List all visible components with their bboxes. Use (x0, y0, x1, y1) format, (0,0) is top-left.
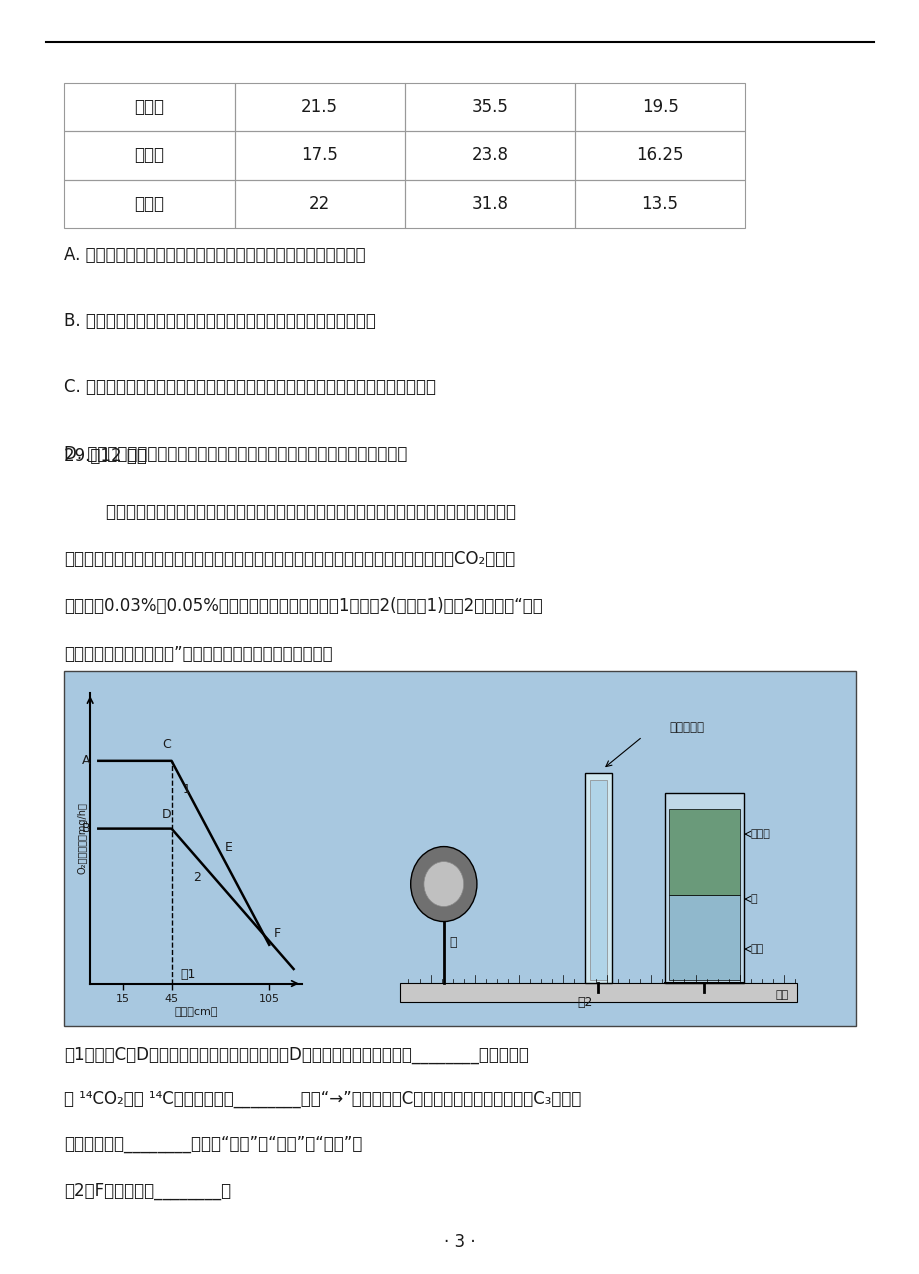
Text: 相同温度的培养液的试管中，以白炽台灯作为光源。移动台灯可改变光源与试管的距离；CO₂浓度分: 相同温度的培养液的试管中，以白炽台灯作为光源。移动台灯可改变光源与试管的距离；C… (64, 550, 515, 568)
Text: （1）比较C、D两点的光合作用速率，可见限制D点光合速率的主要因素是________，若充入的: （1）比较C、D两点的光合作用速率，可见限制D点光合速率的主要因素是______… (64, 1046, 528, 1064)
Text: C: C (162, 738, 171, 752)
Text: 图1: 图1 (180, 968, 196, 981)
Text: 是 ¹⁴CO₂，则 ¹⁴C的转移途径是________（用“→”表示），若C处突然关闭台灯，叶绻体中C₃的含量: 是 ¹⁴CO₂，则 ¹⁴C的转移途径是________（用“→”表示），若C处突… (64, 1091, 581, 1108)
Text: 19.5: 19.5 (641, 98, 678, 116)
Text: 盛水玻璃柱: 盛水玻璃柱 (668, 721, 703, 734)
Text: 17.5: 17.5 (301, 147, 338, 164)
Text: 丙群落: 丙群落 (134, 195, 165, 213)
Text: 21.5: 21.5 (301, 98, 338, 116)
Text: 水藻: 水藻 (750, 944, 763, 954)
Text: 29.（12 分）: 29.（12 分） (64, 447, 147, 465)
Bar (234, 131, 404, 180)
Text: 影响植物光合速率的因素”的实验装置图。请据图分析回答：: 影响植物光合速率的因素”的实验装置图。请据图分析回答： (64, 645, 333, 662)
Text: E: E (224, 841, 233, 855)
Text: 16.25: 16.25 (636, 147, 683, 164)
Bar (64, 131, 234, 180)
Bar (664, 792, 743, 982)
Text: 22: 22 (309, 195, 330, 213)
Bar (64, 671, 855, 1026)
Bar (584, 772, 611, 982)
Text: 甲群落: 甲群落 (134, 98, 165, 116)
Text: D. 可采用样方法进行调，分别对三个层次植被丰富度调查时样方大小要一致: D. 可采用样方法进行调，分别对三个层次植被丰富度调查时样方大小要一致 (64, 445, 407, 462)
Text: 31.8: 31.8 (471, 195, 508, 213)
Text: 35.5: 35.5 (471, 98, 508, 116)
Bar (234, 83, 404, 131)
Text: · 3 ·: · 3 · (444, 1233, 475, 1251)
Text: 1: 1 (183, 784, 190, 796)
Text: 23.8: 23.8 (471, 147, 508, 164)
Bar (668, 894, 739, 980)
Bar (574, 83, 744, 131)
Bar (64, 83, 234, 131)
Bar (404, 83, 574, 131)
Bar (64, 180, 234, 228)
Bar (668, 809, 739, 894)
Circle shape (424, 861, 463, 907)
Text: B. 乙群落植被丰富度最低，该群落的演替可能还没达到相对稳定阶段: B. 乙群落植被丰富度最低，该群落的演替可能还没达到相对稳定阶段 (64, 312, 376, 330)
Text: 乙群落: 乙群落 (134, 147, 165, 164)
Text: 灯: 灯 (448, 936, 456, 949)
Text: 直尺: 直尺 (774, 990, 788, 1000)
Text: 某实验小组用小球藻进行实验，探究影响光合速率的因素。他们将一定量的小球藻浸入适宜且: 某实验小组用小球藻进行实验，探究影响光合速率的因素。他们将一定量的小球藻浸入适宜… (64, 503, 516, 521)
Bar (234, 180, 404, 228)
Bar (574, 131, 744, 180)
Text: 水: 水 (750, 894, 756, 905)
Text: D: D (162, 808, 171, 822)
Bar (404, 180, 574, 228)
Text: 图2: 图2 (577, 996, 592, 1009)
Circle shape (410, 846, 476, 921)
Text: 将如何变化？________。（填“增加”、“减少”、“不变”）: 将如何变化？________。（填“增加”、“减少”、“不变”） (64, 1135, 362, 1153)
Text: A. 甲群落植被丰富度最高，一般情况下甲群落整体的丰富度也最高: A. 甲群落植被丰富度最高，一般情况下甲群落整体的丰富度也最高 (64, 246, 366, 264)
Text: 13.5: 13.5 (641, 195, 678, 213)
Text: B: B (82, 822, 90, 836)
Y-axis label: O₂释放速率（mg/h）: O₂释放速率（mg/h） (77, 803, 87, 874)
Text: 固定架: 固定架 (750, 829, 770, 840)
Text: C. 丙群落的草本层丰富度最低，可能因为该群落的乔木层和灌木层植被被更加茉密: C. 丙群落的草本层丰富度最低，可能因为该群落的乔木层和灌木层植被被更加茉密 (64, 378, 436, 396)
Text: F: F (274, 927, 281, 940)
Bar (399, 982, 796, 1001)
Bar (574, 180, 744, 228)
Text: （2）F点的含义是________。: （2）F点的含义是________。 (64, 1182, 232, 1200)
Bar (589, 780, 607, 980)
Bar (404, 131, 574, 180)
X-axis label: 距离（cm）: 距离（cm） (174, 1006, 218, 1017)
Text: 2: 2 (192, 870, 200, 884)
Text: 别设置为0.03%和0.05%，根据实验结果绘制成曲线1、曲线2(见下图1)。图2是某同学“探究: 别设置为0.03%和0.05%，根据实验结果绘制成曲线1、曲线2(见下图1)。图… (64, 598, 542, 615)
Text: A: A (82, 754, 90, 767)
